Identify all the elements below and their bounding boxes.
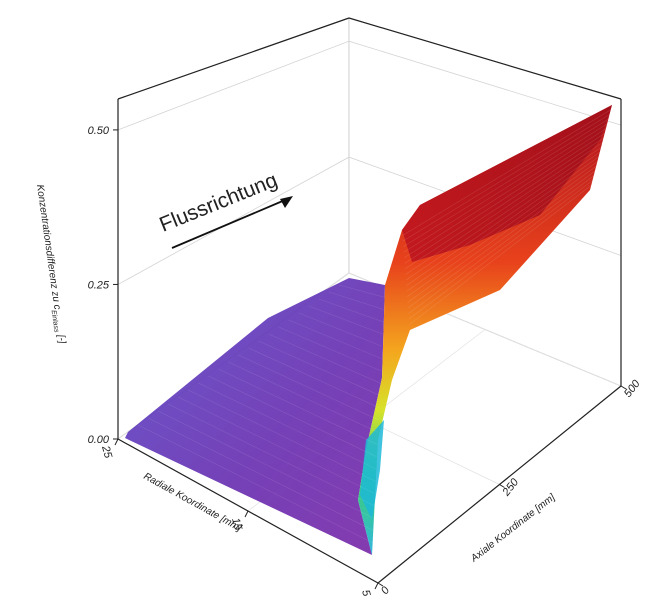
z-tick-label: 0.25 <box>88 279 110 291</box>
y-tick-label: 0 <box>379 584 393 597</box>
y-axis-title: Axiale Koordinate [mm] <box>468 492 557 565</box>
x-tick-label: 5 <box>359 589 372 599</box>
mesh-line <box>268 333 381 384</box>
y-tick-mark <box>620 385 627 390</box>
mesh-line <box>318 298 384 323</box>
x-tick-mark <box>114 438 119 446</box>
z-gridline <box>117 40 622 131</box>
mesh-line <box>406 151 600 286</box>
surface <box>125 105 612 555</box>
x-tick-label: 25 <box>99 444 114 461</box>
mesh-line <box>238 354 379 421</box>
mesh-line <box>403 123 608 253</box>
y-tick-label: 500 <box>622 377 643 400</box>
mesh-line <box>402 109 611 236</box>
mesh-line <box>338 284 385 298</box>
mesh-line <box>218 368 378 445</box>
mesh-line <box>228 361 379 433</box>
flow-arrow <box>171 199 286 249</box>
mesh-line <box>137 424 373 543</box>
y-tick-label: 250 <box>500 476 522 499</box>
mesh-line <box>404 137 604 270</box>
z-tick-label: 0.50 <box>88 125 110 137</box>
mesh-line <box>248 347 380 409</box>
z-axis-title-main: Konzentrationsdifferenz zu c <box>34 184 62 310</box>
mesh-line <box>405 147 602 281</box>
mesh-line <box>406 156 599 292</box>
z-axis-title: Konzentrationsdifferenz zu cEinlass [-] <box>32 184 67 345</box>
mesh-line <box>308 305 383 335</box>
surface-top-sheet <box>402 105 612 262</box>
x-tick-mark <box>374 582 379 590</box>
mesh-line <box>168 403 375 507</box>
mesh-line <box>198 382 377 470</box>
mesh-line <box>147 417 374 531</box>
surface-cyan-band <box>360 420 384 520</box>
mesh-line <box>407 166 597 303</box>
mesh-line <box>158 410 374 519</box>
z-tick-label: 0.00 <box>88 434 110 446</box>
y-tick-mark <box>377 582 384 587</box>
mesh-line <box>405 142 603 275</box>
z-axis-title-unit: [-] <box>55 331 68 344</box>
x-tick-label: 15 <box>229 517 244 533</box>
top-frame-edge <box>117 17 350 100</box>
mesh-line <box>328 291 384 310</box>
mesh-line <box>288 319 382 359</box>
mesh-line <box>408 175 594 314</box>
mesh-line <box>409 185 592 325</box>
mesh-line <box>188 389 376 482</box>
mesh-line <box>258 340 380 396</box>
mesh-line <box>278 326 381 372</box>
mesh-line <box>403 118 609 247</box>
mesh-line <box>208 375 377 458</box>
mesh-line <box>404 128 607 259</box>
surface-mesh <box>137 109 611 543</box>
mesh-line <box>404 133 605 264</box>
x-tick-mark <box>244 510 249 518</box>
surface-floor <box>125 278 385 555</box>
mesh-line <box>298 312 383 347</box>
z-axis-title-subscript: Einlass <box>50 310 60 334</box>
flow-arrowhead <box>280 196 293 208</box>
top-right-frame-edge <box>348 17 622 100</box>
mesh-line <box>407 161 598 297</box>
mesh-line <box>402 114 610 242</box>
mesh-line <box>408 180 593 320</box>
mesh-line <box>408 170 596 309</box>
y-tick-mark <box>499 484 505 488</box>
mesh-line <box>178 396 376 494</box>
